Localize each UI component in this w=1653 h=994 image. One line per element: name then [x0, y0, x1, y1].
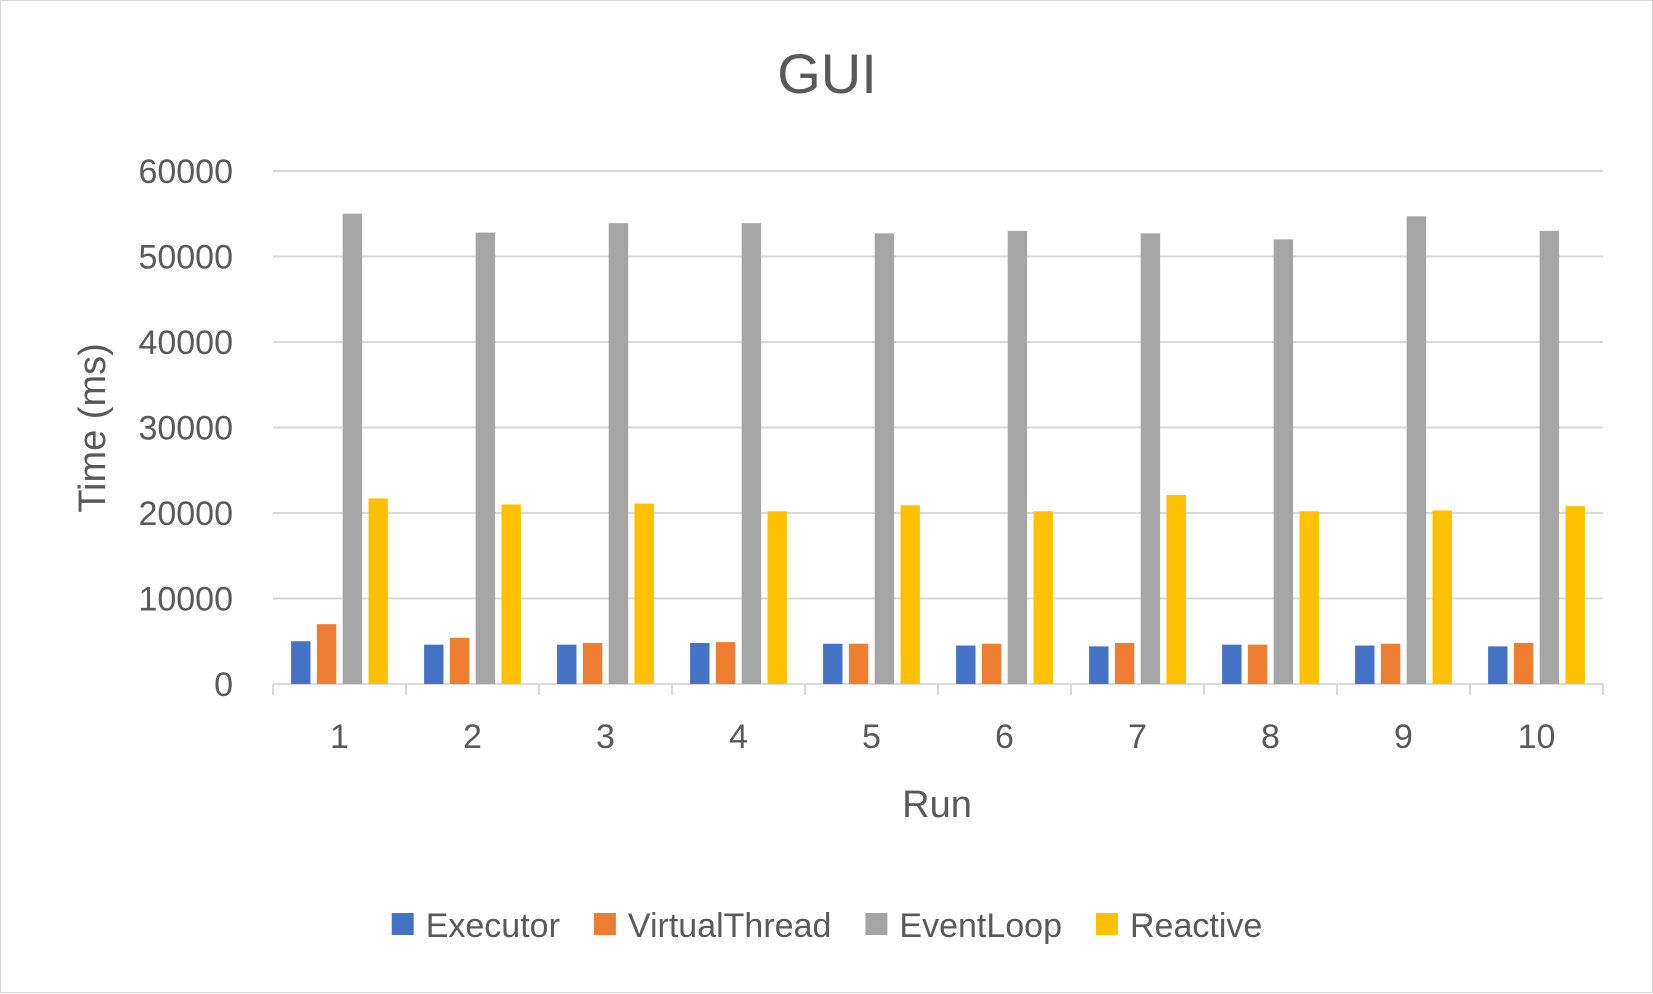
bars — [291, 213, 1585, 685]
x-tick-label: 8 — [1261, 718, 1280, 756]
legend-label: Executor — [426, 907, 560, 945]
bar-eventloop-run-7 — [1140, 233, 1161, 685]
legend-swatch-eventloop — [865, 913, 888, 935]
legend-label: Reactive — [1130, 907, 1262, 945]
bar-eventloop-run-3 — [608, 223, 629, 684]
x-axis-tick-labels: 1 2 3 4 5 6 7 8 9 10 — [330, 718, 1555, 756]
gridlines — [273, 170, 1603, 600]
bar-virtualthread-run-7 — [1114, 642, 1135, 684]
legend-swatch-reactive — [1096, 913, 1118, 935]
bar-virtualthread-run-10 — [1513, 642, 1534, 684]
x-axis — [272, 683, 1604, 695]
x-tick-label: 2 — [463, 718, 482, 756]
bar-executor-run-10 — [1488, 646, 1508, 684]
bar-executor-run-2 — [424, 644, 444, 684]
bar-eventloop-run-4 — [741, 223, 762, 684]
bar-executor-run-8 — [1222, 644, 1242, 684]
legend-label: VirtualThread — [628, 907, 832, 945]
x-tick-label: 9 — [1394, 718, 1413, 756]
y-tick-label: 40000 — [138, 324, 233, 362]
x-tick-label: 1 — [330, 718, 349, 756]
bar-virtualthread-run-3 — [582, 642, 603, 684]
bar-reactive-run-5 — [900, 505, 920, 684]
bar-executor-run-7 — [1089, 646, 1109, 684]
bar-reactive-run-9 — [1432, 510, 1452, 684]
bar-reactive-run-1 — [368, 498, 388, 684]
legend-swatch-executor — [391, 913, 414, 935]
bar-executor-run-3 — [557, 644, 577, 684]
bar-executor-run-1 — [291, 641, 311, 684]
legend: Executor VirtualThread EventLoop Reactive — [391, 907, 1262, 945]
x-tick-label: 5 — [862, 718, 881, 756]
bar-reactive-run-7 — [1166, 495, 1186, 684]
bar-executor-run-9 — [1355, 645, 1375, 684]
legend-swatch-virtualthread — [593, 913, 616, 935]
bar-reactive-run-8 — [1299, 511, 1319, 684]
x-tick-label: 3 — [596, 718, 615, 756]
y-tick-label: 0 — [214, 666, 233, 704]
x-axis-title: Run — [902, 784, 972, 826]
bar-eventloop-run-10 — [1539, 230, 1560, 684]
bar-eventloop-run-2 — [475, 232, 496, 684]
x-tick-label: 10 — [1518, 718, 1556, 756]
bar-virtualthread-run-8 — [1247, 644, 1268, 684]
bar-executor-run-6 — [956, 645, 976, 684]
bar-virtualthread-run-5 — [848, 643, 869, 684]
bar-reactive-run-4 — [767, 511, 787, 684]
bar-virtualthread-run-9 — [1380, 643, 1401, 684]
bar-reactive-run-2 — [501, 504, 521, 684]
bar-eventloop-run-8 — [1273, 239, 1294, 684]
bar-executor-run-5 — [823, 643, 843, 684]
bar-virtualthread-run-2 — [449, 637, 470, 684]
bar-executor-run-4 — [690, 642, 710, 684]
y-tick-label: 10000 — [138, 581, 233, 619]
bar-eventloop-run-1 — [342, 213, 363, 684]
y-tick-label: 60000 — [138, 153, 233, 191]
bar-eventloop-run-6 — [1007, 230, 1028, 684]
y-tick-label: 50000 — [138, 239, 233, 277]
x-tick-label: 4 — [729, 718, 748, 756]
bar-virtualthread-run-1 — [316, 624, 337, 684]
bar-virtualthread-run-4 — [715, 642, 736, 684]
x-tick-label: 6 — [995, 718, 1014, 756]
y-axis-title: Time (ms) — [72, 343, 114, 513]
y-tick-label: 30000 — [138, 410, 233, 448]
bar-reactive-run-6 — [1033, 511, 1053, 684]
bar-reactive-run-3 — [634, 503, 654, 684]
y-axis-tick-labels: 0 10000 20000 30000 40000 50000 60000 — [138, 153, 233, 704]
x-tick-label: 7 — [1128, 718, 1147, 756]
bar-reactive-run-10 — [1565, 506, 1585, 684]
y-tick-label: 20000 — [138, 495, 233, 533]
bar-virtualthread-run-6 — [981, 643, 1002, 684]
bar-eventloop-run-9 — [1406, 216, 1427, 684]
chart-title: GUI — [777, 42, 877, 105]
bar-eventloop-run-5 — [874, 233, 895, 685]
legend-label: EventLoop — [899, 907, 1062, 945]
